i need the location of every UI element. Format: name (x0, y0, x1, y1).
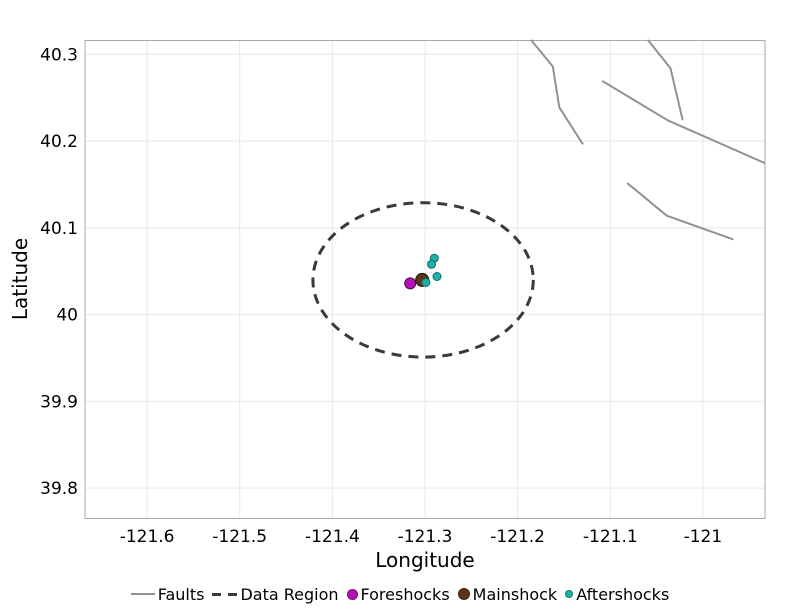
aftershocks-point (432, 272, 442, 281)
x-tick-label: -121.3 (398, 527, 453, 547)
y-tick-label: 40.2 (40, 132, 78, 152)
fault-line (626, 182, 734, 241)
x-tick-label: -121 (684, 527, 723, 547)
aftershocks-point (427, 259, 436, 269)
aftershocks-dot-swatch (565, 590, 574, 598)
legend-label: Faults (157, 584, 205, 604)
aftershocks-point (421, 278, 431, 287)
x-tick-label: -121.2 (490, 527, 545, 547)
foreshocks-point (404, 277, 417, 290)
data-region-ellipse (311, 201, 535, 359)
x-tick-label: -121.6 (120, 527, 175, 547)
plot-border (84, 40, 766, 519)
legend-label: Aftershocks (576, 584, 670, 604)
legend-item-faults: Faults (130, 584, 205, 604)
mainshock-dot-swatch (457, 588, 470, 600)
x-tick-label: -121.5 (212, 527, 267, 547)
fault-line-swatch (130, 592, 155, 596)
x-tick-label: -121.4 (305, 527, 360, 547)
dashed-line-swatch (212, 592, 238, 596)
fault-line (601, 80, 766, 164)
legend-label: Foreshocks (360, 584, 450, 604)
fault-line (647, 39, 684, 121)
y-tick-label: 39.9 (40, 392, 78, 412)
fault-line (530, 39, 584, 145)
y-tick-label: 39.8 (40, 479, 78, 499)
y-tick-label: 40.1 (40, 219, 78, 239)
legend-label: Data Region (240, 584, 339, 604)
legend-item-aftershocks: Aftershocks (565, 585, 669, 604)
y-tick-label: 40 (56, 306, 78, 326)
legend-label: Mainshock (472, 584, 558, 604)
legend-item-foreshocks: Foreshocks (346, 584, 450, 604)
y-tick-label: 40.3 (40, 45, 78, 65)
y-axis-title: Latitude (8, 237, 32, 321)
legend-item-data-region: Data Region (212, 584, 339, 604)
x-tick-label: -121.1 (583, 527, 638, 547)
legend-item-mainshock: Mainshock (457, 584, 558, 604)
legend: Faults Data Region Foreshocks Mainshock Afte… (0, 581, 800, 607)
x-axis-title: Longitude (375, 548, 475, 572)
foreshocks-dot-swatch (346, 588, 358, 600)
